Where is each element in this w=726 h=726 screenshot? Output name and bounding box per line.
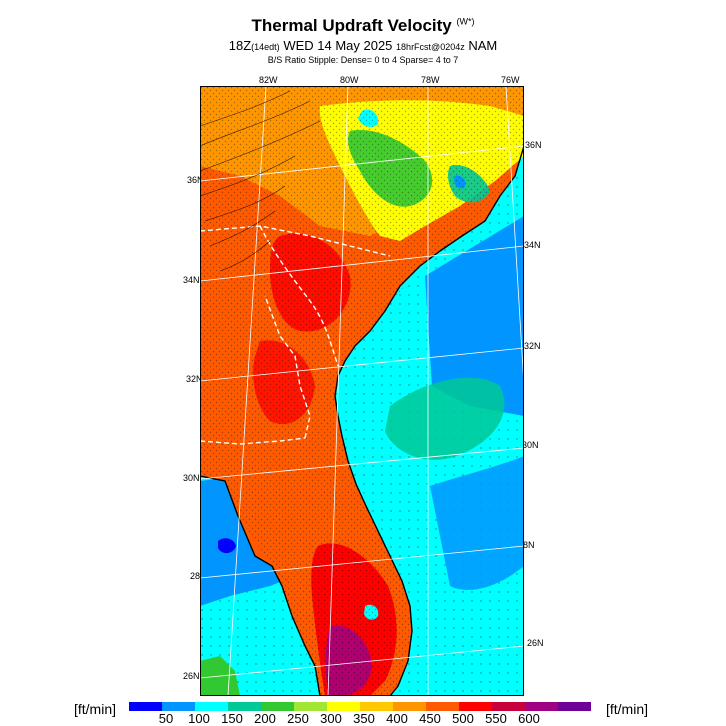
gulf-coastline (200, 475, 321, 696)
colorbar-unit-right: [ft/min] (606, 701, 649, 717)
lat-label-left-28n: 28N (190, 571, 207, 581)
colorbar-swatch (195, 702, 228, 711)
colorbar-swatch (327, 702, 360, 711)
thermal-map (200, 86, 524, 696)
colorbar (129, 702, 591, 711)
lat-label-left-36n: 36N (187, 175, 204, 185)
model-name: NAM (468, 38, 498, 53)
lat-label-right-26n: 26N (527, 638, 544, 648)
colorbar-swatch (525, 702, 558, 711)
colorbar-swatch (261, 702, 294, 711)
lat-label-left-32n: 32N (186, 374, 203, 384)
colorbar-tick-label: 50 (158, 711, 174, 726)
terrain-contours (200, 90, 321, 272)
stipple-note: B/S Ratio Stipple: Dense= 0 to 4 Sparse=… (267, 55, 459, 65)
lat-label-right-28n: 28N (518, 540, 535, 550)
colorbar-tick-label: 150 (221, 711, 243, 726)
colorbar-swatch (393, 702, 426, 711)
lat-label-right-34n: 34N (524, 240, 541, 250)
colorbar-swatch (492, 702, 525, 711)
state-borders (200, 225, 391, 445)
colorbar-tick-label: 200 (254, 711, 276, 726)
lat-label-right-32n: 32N (524, 341, 541, 351)
title-main: Thermal Updraft Velocity (251, 16, 452, 35)
run-local-time: (14edt) (251, 42, 280, 52)
lon-label-82w: 82W (259, 75, 278, 85)
lat-label-left-26n: 26N (183, 671, 200, 681)
colorbar-tick-label: 300 (320, 711, 342, 726)
run-date: WED 14 May 2025 (283, 38, 393, 53)
offshore-green-zone (385, 377, 505, 460)
colorbar-swatch (459, 702, 492, 711)
lat-lon-grid (200, 86, 524, 696)
lat-label-left-30n: 30N (183, 473, 200, 483)
colorbar-swatch (360, 702, 393, 711)
lon-label-78w: 78W (421, 75, 440, 85)
colorbar-tick-label: 100 (188, 711, 210, 726)
lon-label-80w: 80W (340, 75, 359, 85)
colorbar-swatch (558, 702, 591, 711)
colorbar-swatch (129, 702, 162, 711)
colorbar-tick-label: 350 (353, 711, 375, 726)
colorbar-tick-label: 250 (287, 711, 309, 726)
coastline (334, 145, 524, 696)
colorbar-ticks: 50 100 150 200 250 300 350 400 450 500 550 600 (0, 711, 726, 726)
colorbar-swatch (294, 702, 327, 711)
run-time: 18Z (228, 38, 252, 53)
lat-label-right-36n: 36N (525, 140, 542, 150)
land-stipple (200, 86, 524, 696)
lon-label-76w: 76W (501, 75, 520, 85)
colorbar-tick-label: 500 (452, 711, 474, 726)
colorbar-swatch (426, 702, 459, 711)
colorbar-swatch (162, 702, 195, 711)
map-title: Thermal Updraft Velocity (W*) (0, 16, 726, 36)
colorbar-tick-label: 400 (386, 711, 408, 726)
lat-label-right-30n: 30N (522, 440, 539, 450)
colorbar-tick-label: 600 (518, 711, 540, 726)
offshore-east-blue-zone (430, 456, 524, 590)
lat-label-left-34n: 34N (183, 275, 200, 285)
colorbar-unit-left: [ft/min] (74, 701, 117, 717)
colorbar-tick-label: 450 (419, 711, 441, 726)
forecast-hour: 18hrFcst@0204z (396, 42, 465, 52)
offshore-blue-zone (425, 216, 524, 416)
title-suffix: (W*) (456, 16, 475, 27)
gulf-blue-zone (200, 476, 295, 606)
gulf-dark-spot (218, 538, 236, 554)
colorbar-swatch (228, 702, 261, 711)
run-info: 18Z(14edt) WED 14 May 2025 18hrFcst@0204… (0, 38, 726, 53)
colorbar-tick-label: 550 (485, 711, 507, 726)
map-frame (200, 86, 524, 696)
